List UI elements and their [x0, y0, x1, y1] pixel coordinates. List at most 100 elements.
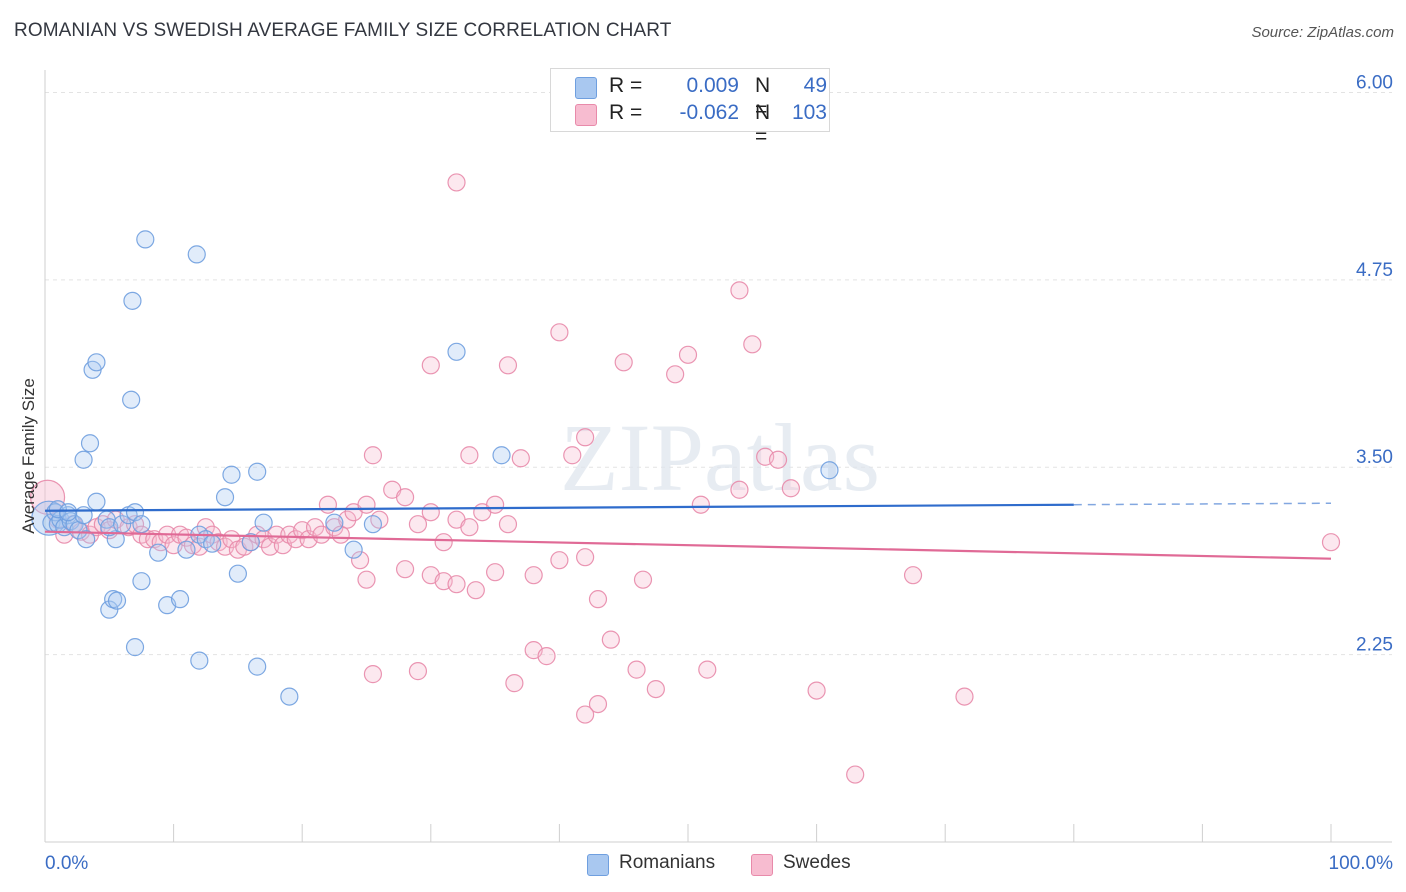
- romanians-point: [215, 488, 235, 507]
- data-points: [29, 173, 1341, 784]
- romanians-point: [48, 500, 67, 519]
- swedes-point: [460, 446, 479, 465]
- romanians-point: [363, 515, 383, 534]
- legend-label: Swedes: [783, 852, 851, 873]
- romanians-point: [447, 342, 466, 361]
- swedes-point: [524, 566, 543, 585]
- romanians-point: [241, 533, 260, 552]
- n-label: N =: [755, 101, 771, 148]
- tick-labels: 2.25 3.50 4.75 6.00 0.0% 100.0%: [45, 72, 1393, 874]
- swedes-point: [955, 687, 974, 706]
- swedes-point: [434, 533, 453, 552]
- romanians-point: [203, 534, 222, 553]
- swedes-point: [1321, 533, 1341, 552]
- romanians-point: [125, 638, 145, 657]
- watermark: ZIPatlas: [560, 404, 880, 511]
- romanians-point: [87, 353, 106, 372]
- swedes-point: [588, 694, 608, 714]
- x-tick-label: 0.0%: [45, 853, 88, 874]
- romanians-point: [136, 230, 155, 249]
- swedes-point: [498, 515, 518, 534]
- romanians-point: [123, 291, 142, 310]
- swedes-point: [305, 518, 325, 537]
- swedes-point: [698, 660, 717, 679]
- r-value: 0.009: [686, 74, 739, 97]
- romanians-trend-extension: [1073, 502, 1332, 506]
- swedes-point: [730, 480, 749, 499]
- romanians-point: [74, 450, 93, 469]
- y-tick-label: 4.75: [1356, 260, 1393, 281]
- swedes-point: [903, 566, 923, 585]
- romanians-point: [77, 530, 96, 549]
- romanians-point: [59, 503, 78, 522]
- romanians-point: [248, 462, 267, 481]
- swedes-point: [691, 495, 710, 514]
- stats-legend: R = 0.009 N = 49 R = -0.062 N = 103: [550, 68, 830, 148]
- swedes-point: [395, 488, 415, 507]
- legend-label: Romanians: [619, 852, 716, 873]
- romanians-point: [280, 687, 299, 706]
- swedes-point: [846, 765, 865, 784]
- chart-title: ROMANIAN VS SWEDISH AVERAGE FAMILY SIZE …: [14, 20, 672, 41]
- swedes-point: [576, 428, 595, 447]
- y-tick-label: 2.25: [1356, 635, 1393, 656]
- swedes-point: [678, 345, 698, 364]
- romanians-point: [170, 590, 190, 609]
- x-tick-label: 100.0%: [1329, 853, 1394, 874]
- swedes-point: [447, 575, 466, 594]
- swedes-point: [576, 548, 595, 567]
- swedes-swatch: [751, 854, 773, 876]
- romanians-swatch: [587, 854, 609, 876]
- y-axis-label: Average Family Size: [19, 378, 38, 534]
- romanians-point: [187, 245, 206, 264]
- swedes-point: [486, 563, 505, 582]
- swedes-point: [286, 530, 305, 549]
- swedes-swatch: [575, 104, 597, 126]
- swedes-point: [421, 503, 440, 522]
- swedes-point: [633, 570, 653, 589]
- romanians-point: [107, 591, 127, 610]
- swedes-point: [730, 281, 749, 300]
- romanians-point: [132, 515, 151, 534]
- swedes-point: [447, 173, 466, 192]
- swedes-point: [498, 356, 518, 375]
- swedes-point: [768, 450, 788, 469]
- romanians-swatch: [575, 77, 597, 99]
- swedes-point: [466, 581, 485, 600]
- swedes-point: [537, 647, 556, 666]
- swedes-point: [563, 446, 582, 465]
- swedes-point: [408, 662, 428, 681]
- axes: [44, 70, 1392, 843]
- swedes-point: [363, 665, 383, 684]
- swedes-point: [781, 479, 800, 498]
- romanians-point: [87, 492, 106, 511]
- r-value: -0.062: [679, 101, 739, 124]
- y-tick-label: 6.00: [1356, 72, 1393, 93]
- swedes-point: [421, 356, 440, 375]
- swedes-point: [743, 335, 762, 354]
- romanians-point: [228, 564, 247, 583]
- swedes-point: [357, 495, 376, 514]
- swedes-point: [576, 705, 595, 724]
- romanians-point: [190, 651, 209, 670]
- n-value: 49: [803, 74, 827, 97]
- swedes-point: [408, 515, 428, 534]
- swedes-point: [395, 560, 415, 579]
- swedes-point: [666, 365, 685, 384]
- romanians-point: [325, 513, 344, 532]
- y-tick-label: 3.50: [1356, 447, 1393, 468]
- r-label: R =: [609, 101, 643, 124]
- swedes-point: [350, 551, 370, 570]
- romanians-point: [344, 540, 363, 559]
- romanians-point: [149, 543, 168, 562]
- romanians-point: [248, 657, 267, 676]
- r-label: R =: [609, 74, 643, 97]
- romanians-point: [820, 461, 839, 480]
- swedes-point: [267, 525, 286, 544]
- swedes-point: [601, 630, 620, 649]
- swedes-point: [550, 551, 569, 570]
- swedes-point: [357, 570, 376, 589]
- romanians-point: [122, 390, 141, 409]
- romanians-point: [222, 465, 241, 484]
